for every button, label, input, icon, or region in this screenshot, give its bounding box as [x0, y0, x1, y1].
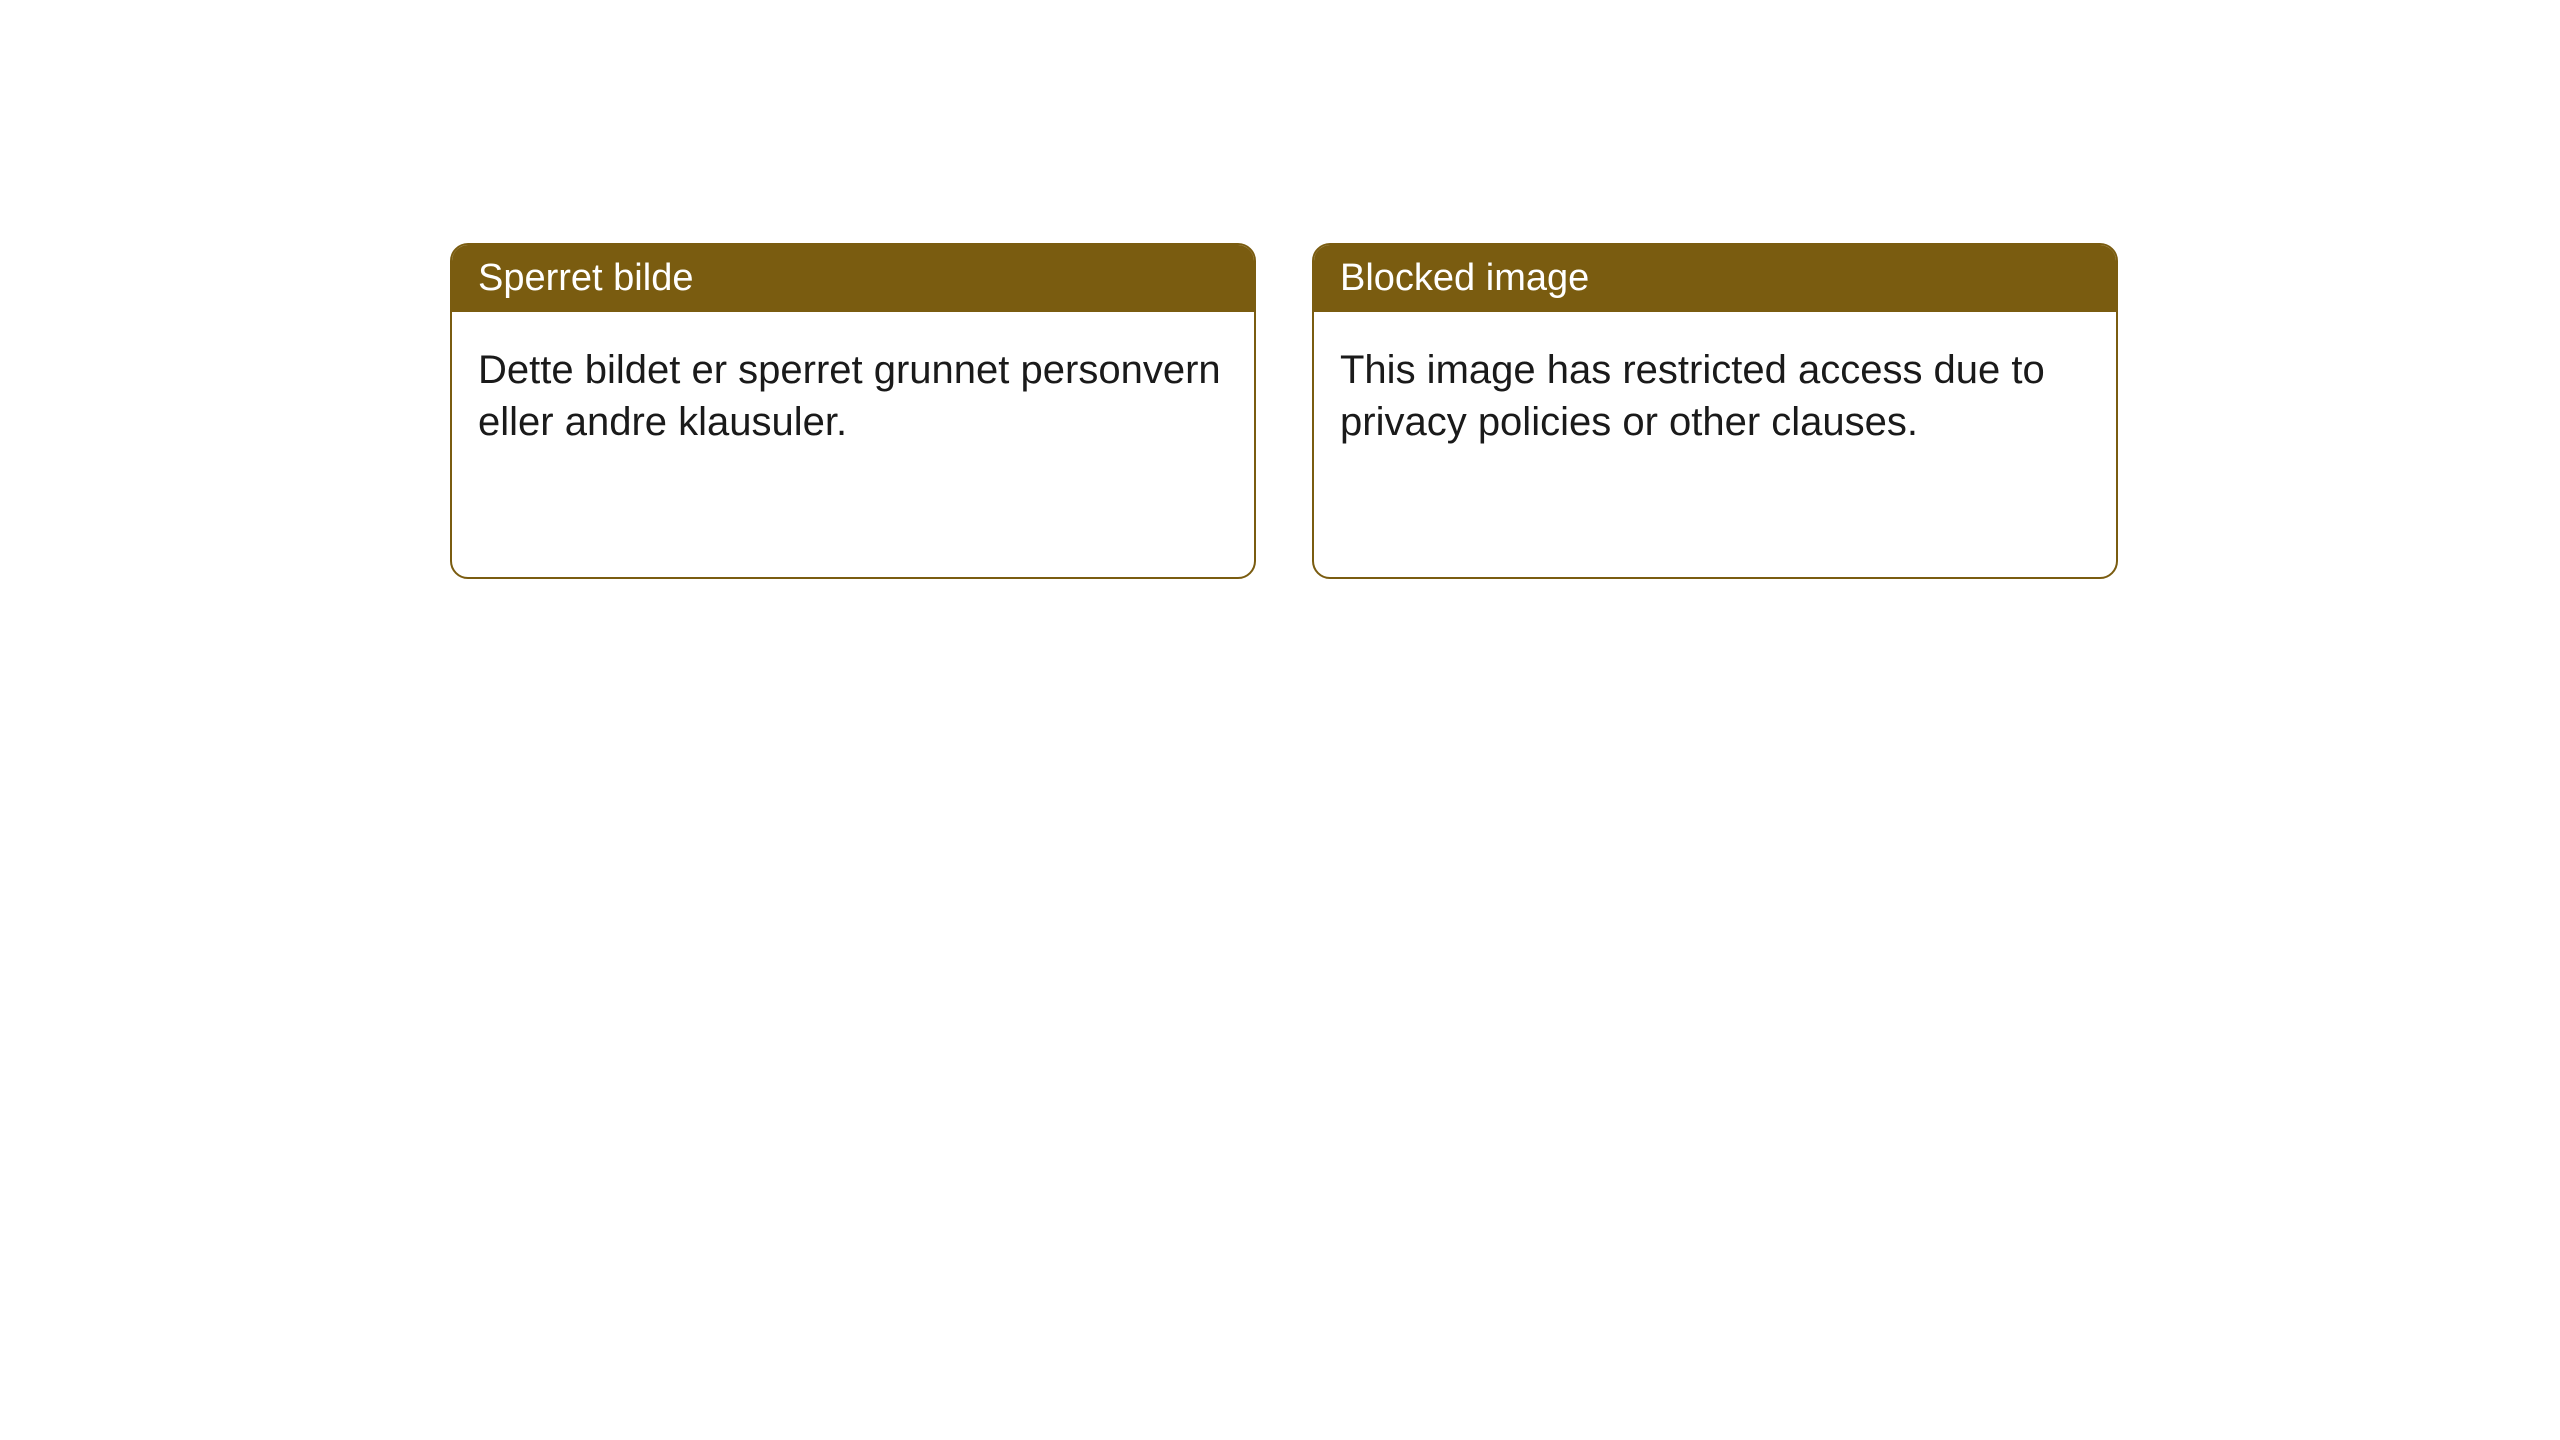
notice-card-norwegian: Sperret bilde Dette bildet er sperret gr…	[450, 243, 1256, 579]
card-body-text: This image has restricted access due to …	[1340, 348, 2045, 444]
card-body-text: Dette bildet er sperret grunnet personve…	[478, 348, 1221, 444]
notice-card-english: Blocked image This image has restricted …	[1312, 243, 2118, 579]
notice-cards-container: Sperret bilde Dette bildet er sperret gr…	[450, 243, 2560, 579]
card-title: Blocked image	[1340, 257, 1589, 299]
card-body: Dette bildet er sperret grunnet personve…	[452, 312, 1254, 480]
card-title: Sperret bilde	[478, 257, 693, 299]
card-body: This image has restricted access due to …	[1314, 312, 2116, 480]
card-header: Sperret bilde	[452, 245, 1254, 312]
card-header: Blocked image	[1314, 245, 2116, 312]
